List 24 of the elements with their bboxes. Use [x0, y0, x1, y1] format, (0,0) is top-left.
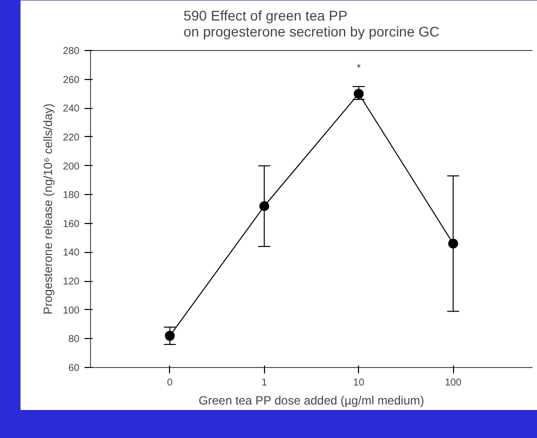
point — [164, 330, 175, 341]
point — [354, 88, 364, 99]
y-tick-label: 160 — [62, 218, 80, 230]
x-tick-label: 0 — [167, 378, 174, 388]
y-tick-label: 100 — [62, 305, 80, 316]
chart-title: 590 Effect of green tea PP on progesterone secretion by porcine GC — [183, 8, 440, 40]
y-tick-label: 120 — [62, 276, 80, 288]
y-tick-label: 180 — [62, 190, 80, 202]
y-tick-label: 140 — [62, 248, 80, 259]
y-tick-label: 260 — [62, 74, 80, 86]
point — [448, 238, 458, 249]
y-tick-label: 60 — [68, 363, 80, 374]
y-tick-label: 200 — [62, 161, 80, 172]
x-tick-label: 10 — [353, 378, 365, 388]
x-axis-title: Green tea PP dose added (µg/ml medium) — [198, 394, 424, 408]
y-axis-title: Progesterone release (ng/10⁶ cells/day) — [40, 103, 55, 315]
y-tick-label: 220 — [62, 132, 80, 144]
y-tick-label: 80 — [68, 334, 80, 346]
y-tick-label: 280 — [62, 46, 80, 57]
annotation: * — [356, 62, 362, 75]
point — [259, 201, 270, 212]
y-tick-label: 240 — [62, 104, 80, 115]
x-tick-label: 100 — [444, 378, 462, 388]
x-tick-label: 1 — [261, 378, 268, 388]
